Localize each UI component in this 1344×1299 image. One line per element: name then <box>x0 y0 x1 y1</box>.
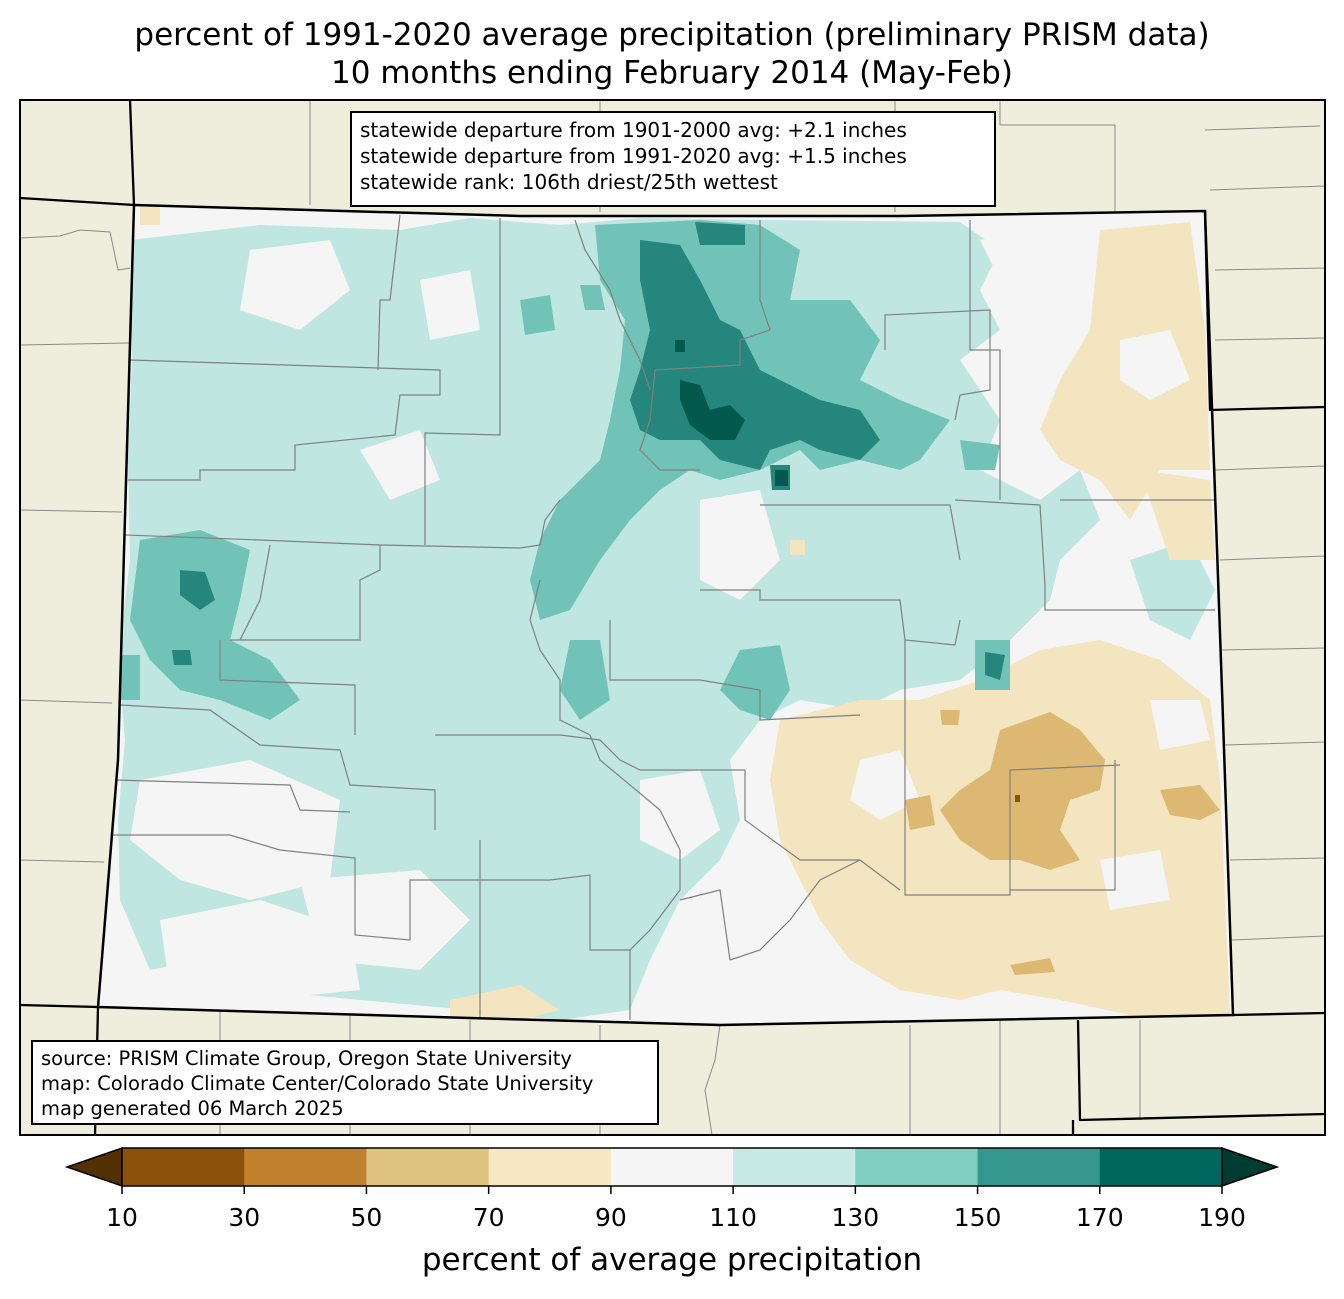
colorbar-tick-label: 170 <box>1075 1203 1124 1232</box>
colorbar-label: percent of average precipitation <box>421 1242 923 1278</box>
colorbar-over-arrow <box>1221 1146 1280 1188</box>
map-credit-line: map: Colorado Climate Center/Colorado St… <box>41 1072 594 1095</box>
colorbar-bin-90-110 <box>610 1148 734 1186</box>
map-title-line-1: percent of 1991-2020 average precipitati… <box>134 17 1210 53</box>
colorbar-tick-label: 110 <box>709 1203 757 1232</box>
colorbar-bin-130-150 <box>855 1148 979 1186</box>
map-frame <box>19 99 1326 1136</box>
colorbar-bins <box>122 1148 1223 1186</box>
colorbar-bin-30-50 <box>244 1148 367 1186</box>
colorbar-tick-label: 70 <box>472 1203 505 1232</box>
colorbar-tick-label: 90 <box>594 1203 627 1232</box>
colorbar-bin-10-30 <box>122 1148 245 1186</box>
colorbar-bin-50-70 <box>366 1148 490 1186</box>
precipitation-field <box>98 205 1233 1025</box>
colorbar-tick-label: 30 <box>228 1203 261 1232</box>
colorbar-bin-110-130 <box>733 1148 856 1186</box>
map-generated-date: map generated 06 March 2025 <box>41 1097 344 1120</box>
map-title-line-2: 10 months ending February 2014 (May-Feb) <box>331 55 1013 91</box>
county-lines <box>112 214 1215 1020</box>
colorbar-tick-label: 10 <box>106 1203 138 1232</box>
stats-departure-1991-2020: statewide departure from 1991-2020 avg: … <box>360 144 907 168</box>
colorbar-under-arrow <box>64 1146 123 1188</box>
source-credit-box: source: PRISM Climate Group, Oregon Stat… <box>31 1040 659 1125</box>
colorbar-tick-label: 150 <box>953 1203 1002 1232</box>
colorbar-tick-label: 130 <box>831 1203 880 1232</box>
colorbar <box>64 1146 1280 1194</box>
colorbar-bin-170-190 <box>1099 1148 1223 1186</box>
colorbar-tick-label: 50 <box>350 1203 383 1232</box>
source-line: source: PRISM Climate Group, Oregon Stat… <box>41 1047 572 1070</box>
stats-statewide-rank: statewide rank: 106th driest/25th wettes… <box>360 170 778 194</box>
colorbar-bin-70-90 <box>488 1148 612 1186</box>
colorbar-tick-label: 190 <box>1198 1203 1246 1232</box>
statewide-stats-box: statewide departure from 1901-2000 avg: … <box>350 111 996 207</box>
stats-departure-1901-2000: statewide departure from 1901-2000 avg: … <box>360 118 907 142</box>
colorbar-bin-150-170 <box>977 1148 1101 1186</box>
